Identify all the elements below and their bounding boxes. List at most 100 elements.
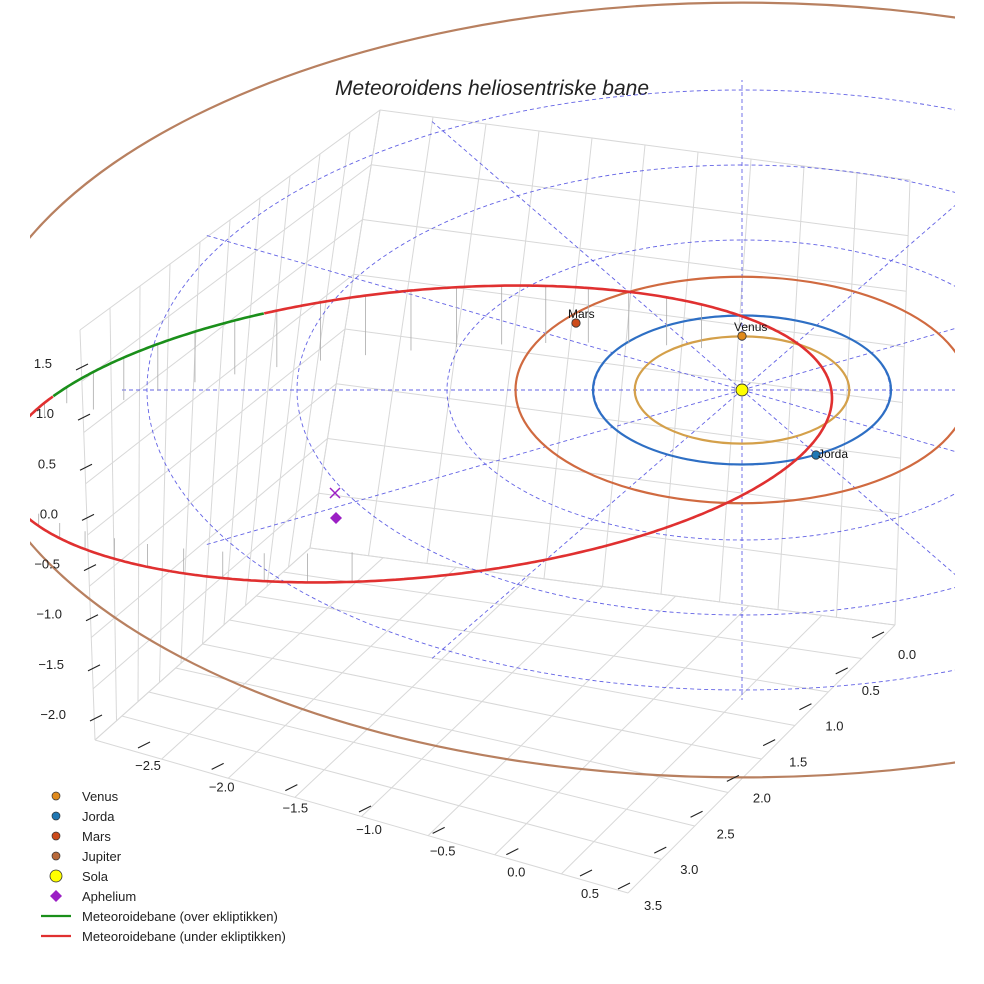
legend-item-sola: Sola (49, 869, 109, 884)
y-axis-tick-label: 0.0 (898, 647, 916, 662)
legend-marker (51, 851, 61, 861)
jupiter-orbitline (30, 1, 955, 779)
mars-label: Mars (568, 307, 595, 321)
y-axis-tick-label: 0.5 (862, 683, 880, 698)
wall-grid-line (94, 547, 311, 741)
floor-grid-line (427, 595, 676, 836)
tick-labels: −2.0 −1.5 −1.0 −0.5 0.0 0.5 1.0 1.5 −2.5 −2.0 −1.5… (34, 356, 916, 913)
wall-grid-line (92, 492, 320, 690)
z-axis-tick-label: −2.0 (40, 707, 66, 722)
z-axis-tick-label: 1.0 (36, 406, 54, 421)
x-axis-tick-label: 0.5 (581, 886, 599, 901)
x-axis-tick (285, 784, 298, 792)
ecliptic-spoke (741, 204, 955, 391)
wall-grid-line (90, 438, 328, 638)
wall-grid-line (371, 164, 909, 237)
floor-grid-line (627, 624, 896, 894)
floor-grid-line (202, 643, 762, 760)
sun-marker (735, 383, 749, 397)
x-axis-tick-label: −0.5 (430, 843, 456, 858)
z-axis-tick-label: −0.5 (34, 557, 60, 572)
wall-grid-line (89, 383, 337, 587)
z-axis-tick (81, 513, 95, 521)
floor-grid-line (494, 605, 750, 856)
y-axis-tick (835, 667, 848, 675)
y-axis-tick-label: 3.0 (680, 862, 698, 877)
jorda-label: Jorda (818, 447, 848, 461)
wall-grid-line (344, 328, 903, 403)
floor-grid-line (283, 571, 862, 659)
z-axis-tick (89, 714, 103, 722)
legend-label: Meteoroidebane (over ekliptikken) (82, 909, 278, 924)
legend: Venus Jorda Mars Jupiter Sola Aphelium Meteoro… (41, 789, 286, 944)
floor-grid-line (256, 595, 829, 693)
y-axis-tick (762, 739, 776, 747)
z-axis-tick (85, 614, 99, 622)
x-axis-tick (137, 741, 151, 749)
wall-grid-line (362, 219, 907, 292)
ecliptic-spoke (431, 389, 743, 659)
x-axis-tick-label: −1.5 (282, 801, 308, 816)
ecliptic-spoke (741, 328, 955, 391)
y-axis-tick-label: 2.5 (717, 826, 735, 841)
legend-label: Sola (82, 869, 109, 884)
wall-grid-line (85, 273, 355, 485)
ecliptic-spoke (431, 121, 743, 391)
legend-label: Jorda (82, 809, 115, 824)
wall-grid-line (327, 438, 899, 515)
jorda-marker (811, 450, 821, 460)
floor-grid-line (229, 619, 795, 726)
chart-title: Meteoroidens heliosentriske bane (335, 77, 649, 100)
x-axis-tick-label: −2.5 (135, 758, 161, 773)
x-axis-tick (506, 848, 519, 856)
wall-grid-line (379, 109, 911, 181)
ecliptic-spoke (204, 389, 743, 546)
legend-label: Meteoroidebane (under ekliptikken) (82, 929, 286, 944)
z-axis-tick (77, 413, 91, 421)
mars-marker (571, 318, 581, 328)
legend-marker (51, 791, 61, 801)
wall-grid-line (79, 109, 381, 331)
wall-grid-line (83, 219, 363, 433)
y-axis-tick-label: 1.5 (789, 755, 807, 770)
x-axis-tick-label: 0.0 (507, 865, 525, 880)
venus-label: Venus (734, 320, 767, 334)
venus-marker (737, 331, 747, 341)
floor-grid-line (561, 615, 823, 875)
y-axis-tick (654, 846, 667, 854)
y-axis-tick-label: 3.5 (644, 898, 662, 913)
legend-label: Jupiter (82, 849, 122, 864)
z-axis-tick (79, 463, 93, 471)
mars-orbitline (514, 275, 955, 505)
wall-grid-line (336, 383, 901, 459)
meteoroid-orbit-above (52, 312, 265, 398)
legend-item-aphelium: Aphelium (50, 889, 136, 904)
legend-label: Mars (82, 829, 111, 844)
legend-marker (51, 811, 61, 821)
y-axis-tick (617, 882, 631, 890)
y-axis-tick (799, 703, 812, 711)
z-axis-tick-label: 0.0 (40, 506, 58, 521)
x-axis-tick (579, 869, 593, 877)
legend-label: Venus (82, 789, 119, 804)
legend-marker (51, 831, 61, 841)
z-axis-tick-label: 1.5 (34, 356, 52, 371)
x-axis-tick-label: −1.0 (356, 822, 382, 837)
wall-grid-line (318, 492, 897, 570)
x-axis-tick-label: −2.0 (209, 779, 235, 794)
x-axis-tick (358, 805, 372, 813)
wall-grid-line (87, 328, 346, 536)
legend-item-meteoroidebane-under-ekliptikken: Meteoroidebane (under ekliptikken) (41, 929, 286, 944)
z-axis-tick (87, 664, 101, 672)
y-axis-tick (871, 631, 885, 639)
axes-grid (79, 109, 911, 894)
meteoroid-orbit-below (30, 284, 834, 584)
x-axis-tick (432, 826, 445, 834)
orbit-layer: Venus Jorda Mars (30, 1, 955, 779)
legend-item-jorda: Jorda (51, 809, 115, 824)
legend-item-venus: Venus (51, 789, 119, 804)
y-axis-tick (726, 774, 740, 782)
x-axis-tick (211, 762, 224, 770)
y-axis-tick-label: 2.0 (753, 790, 771, 805)
z-axis-tick (75, 363, 89, 371)
